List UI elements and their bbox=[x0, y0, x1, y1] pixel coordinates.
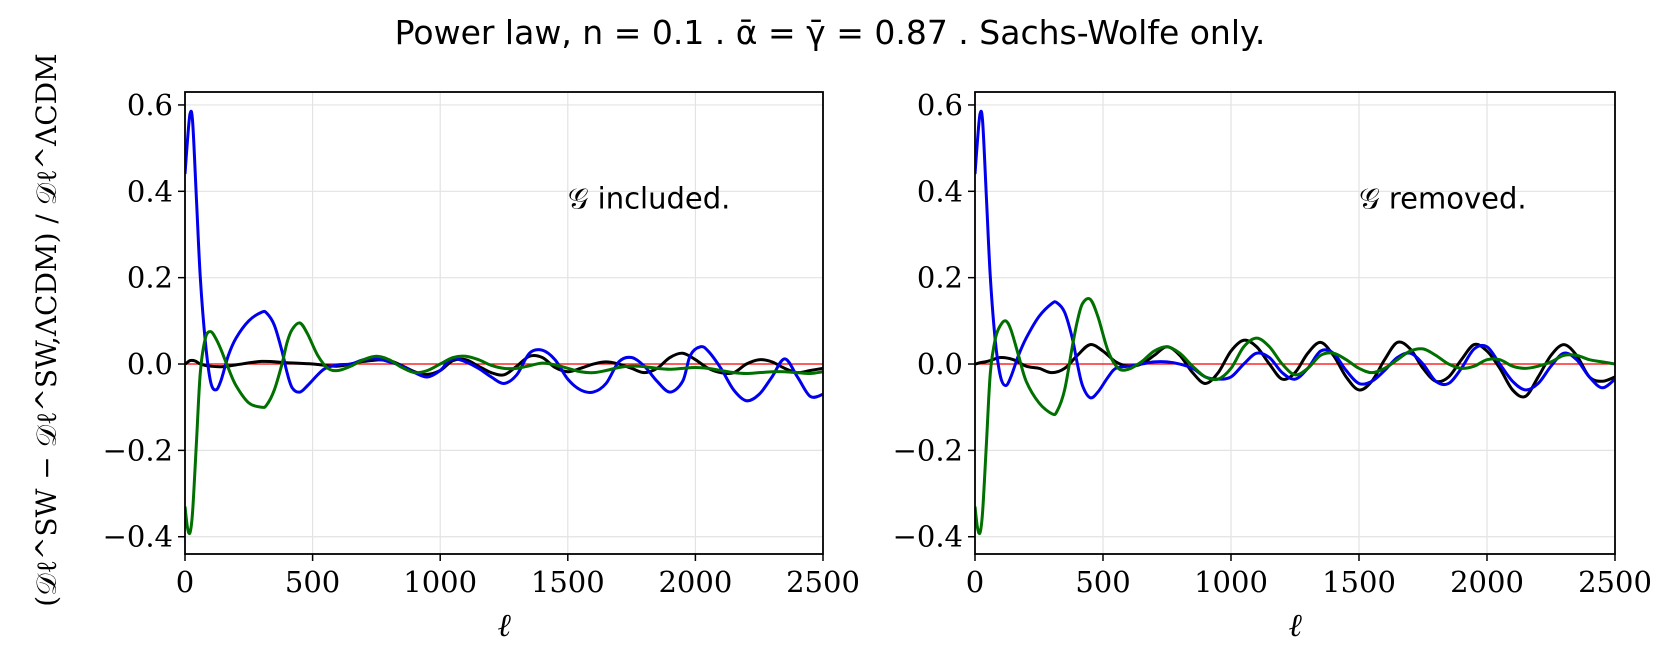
x-tick-label: 2500 bbox=[786, 565, 860, 599]
x-tick-label: 1500 bbox=[531, 565, 605, 599]
x-tick-label: 0 bbox=[966, 565, 984, 599]
series-green-line bbox=[185, 321, 823, 536]
y-tick-label: −0.2 bbox=[893, 433, 963, 467]
series-green-line bbox=[975, 297, 1615, 536]
y-axis-label: (𝒟ℓ^SW − 𝒟ℓ^SW,ΛCDM) / 𝒟ℓ^ΛCDM bbox=[30, 53, 63, 606]
x-tick-label: 1000 bbox=[1194, 565, 1268, 599]
y-tick-label: 0.2 bbox=[917, 261, 963, 295]
x-tick-label: 500 bbox=[285, 565, 340, 599]
panel-annotation: 𝒢 included. bbox=[568, 182, 731, 216]
plot-frame bbox=[184, 91, 824, 555]
left-panel: 0 500 1000 1500 2000 2500 0.6 0.4 0.2 0.0 −0.2 −0.4… bbox=[103, 88, 860, 644]
x-tick-label: 2000 bbox=[658, 565, 732, 599]
x-tick-label: 0 bbox=[176, 565, 194, 599]
y-tick-label: 0.2 bbox=[127, 261, 173, 295]
x-tick-label: 1000 bbox=[403, 565, 477, 599]
y-tick-label: 0.0 bbox=[127, 347, 173, 381]
plot-frame bbox=[974, 91, 1616, 555]
x-tick-label: 2000 bbox=[1450, 565, 1524, 599]
x-axis-label: ℓ bbox=[1288, 606, 1302, 644]
y-tick-label: −0.2 bbox=[103, 433, 173, 467]
y-tick-label: 0.6 bbox=[127, 88, 173, 122]
y-tick-label: 0.6 bbox=[917, 88, 963, 122]
y-tick-label: −0.4 bbox=[103, 520, 173, 554]
panel-annotation: 𝒢 removed. bbox=[1359, 182, 1527, 216]
x-tick-label: 1500 bbox=[1322, 565, 1396, 599]
y-tick-label: 0.4 bbox=[127, 174, 173, 208]
x-tick-label: 2500 bbox=[1578, 565, 1652, 599]
figure-title: Power law, n = 0.1 . ᾱ = γ̄ = 0.87 . Sac… bbox=[395, 13, 1266, 52]
x-tick-label: 500 bbox=[1075, 565, 1130, 599]
right-panel: 0 500 1000 1500 2000 2500 0.6 0.4 0.2 0.0 −0.2 −0.4… bbox=[893, 88, 1652, 644]
y-tick-label: −0.4 bbox=[893, 520, 963, 554]
y-axis-label-group: (𝒟ℓ^SW − 𝒟ℓ^SW,ΛCDM) / 𝒟ℓ^ΛCDM bbox=[30, 53, 63, 606]
series-black-line bbox=[185, 351, 823, 377]
y-tick-label: 0.4 bbox=[917, 174, 963, 208]
x-axis-label: ℓ bbox=[497, 606, 511, 644]
series-black-line bbox=[975, 338, 1615, 399]
series-blue-line bbox=[185, 109, 823, 403]
y-tick-label: 0.0 bbox=[917, 347, 963, 381]
